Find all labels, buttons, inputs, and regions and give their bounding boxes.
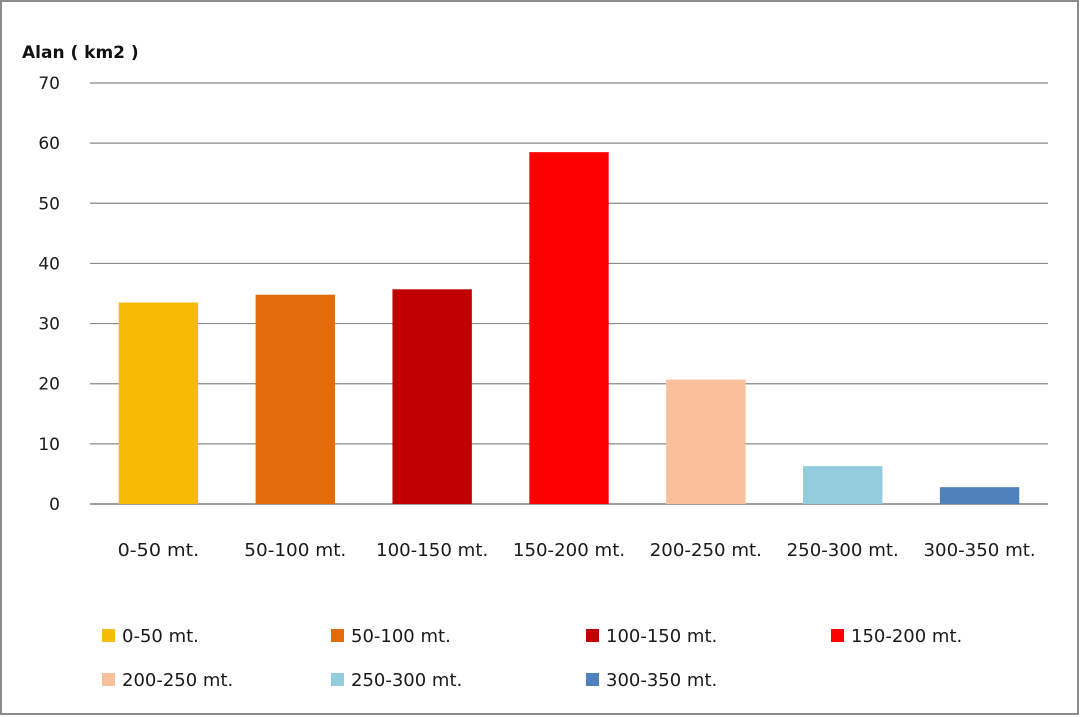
legend-swatch: [102, 629, 115, 642]
y-tick-label: 40: [38, 254, 60, 274]
bar-0-50-mt: [118, 302, 199, 504]
y-tick-label: 0: [49, 495, 60, 515]
y-axis-label: Alan ( km2 ): [22, 43, 139, 63]
legend-label: 150-200 mt.: [851, 626, 962, 647]
y-tick-label: 50: [38, 194, 60, 214]
y-tick-label: 20: [38, 375, 60, 395]
y-tick-labels: 0 10 20 30 40 50 60 70: [38, 74, 60, 515]
legend-swatch: [586, 629, 599, 642]
legend-label: 100-150 mt.: [606, 626, 717, 647]
y-tick-label: 10: [38, 435, 60, 455]
bar-50-100-mt: [255, 294, 335, 504]
bar-250-300-mt: [803, 466, 883, 504]
x-tick-label: 150-200 mt.: [513, 540, 625, 561]
legend-swatch: [331, 629, 344, 642]
y-tick-label: 70: [38, 74, 60, 94]
x-tick-label: 100-150 mt.: [376, 540, 488, 561]
legend-label: 200-250 mt.: [122, 670, 233, 691]
x-tick-label: 200-250 mt.: [650, 540, 762, 561]
legend: 0-50 mt. 50-100 mt. 100-150 mt. 150-200 mt.…: [102, 626, 962, 691]
y-tick-label: 30: [38, 315, 60, 335]
x-tick-label: 300-350 mt.: [923, 540, 1035, 561]
legend-label: 0-50 mt.: [122, 626, 199, 647]
legend-label: 250-300 mt.: [351, 670, 462, 691]
bar-150-200-mt: [529, 152, 609, 504]
legend-swatch: [331, 673, 344, 686]
bar-300-350-mt: [939, 487, 1020, 504]
x-tick-label: 250-300 mt.: [787, 540, 899, 561]
x-tick-label: 0-50 mt.: [118, 540, 200, 561]
legend-label: 300-350 mt.: [606, 670, 717, 691]
legend-label: 50-100 mt.: [351, 626, 451, 647]
legend-swatch: [586, 673, 599, 686]
y-tick-label: 60: [38, 134, 60, 154]
bar-200-250-mt: [666, 379, 746, 504]
legend-swatch: [831, 629, 844, 642]
legend-swatch: [102, 673, 115, 686]
bars: [118, 152, 1020, 504]
x-tick-labels: 0-50 mt. 50-100 mt. 100-150 mt. 150-200 mt.…: [118, 540, 1036, 561]
bar-100-150-mt: [392, 289, 472, 504]
x-tick-label: 50-100 mt.: [244, 540, 346, 561]
